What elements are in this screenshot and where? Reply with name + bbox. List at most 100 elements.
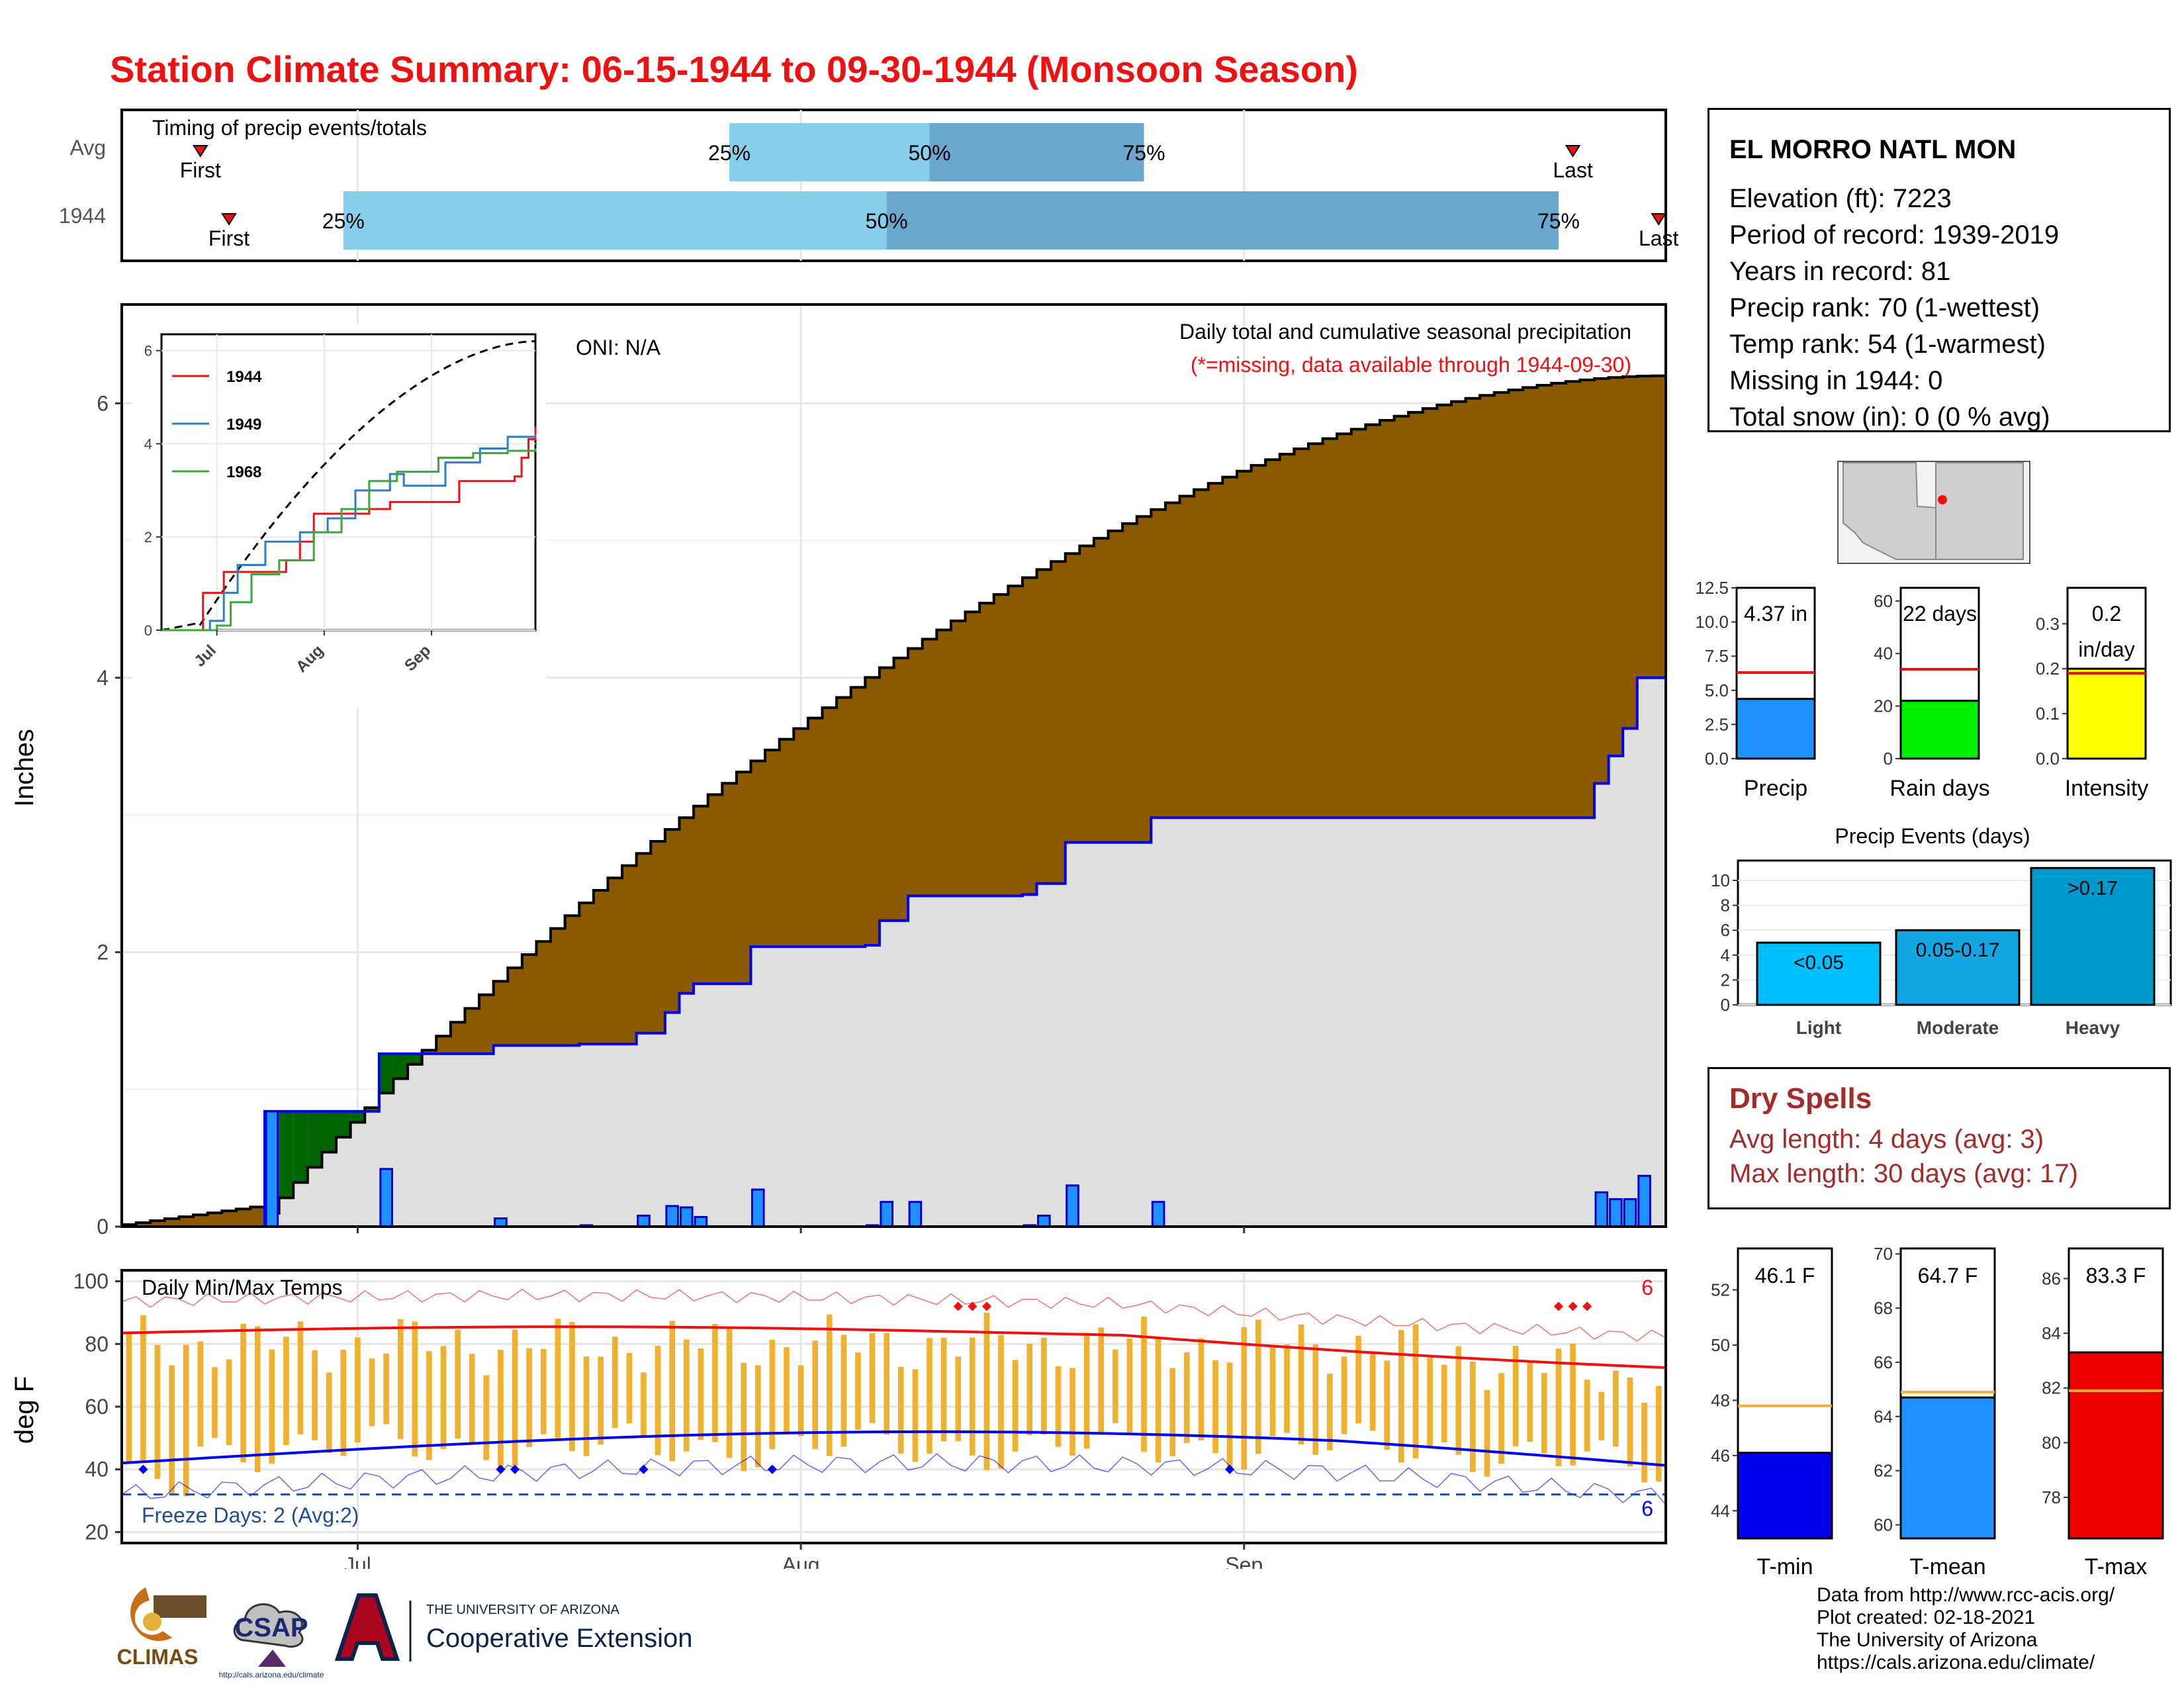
daily-temp-range-bar [927, 1338, 933, 1454]
below-average-area [765, 750, 780, 947]
precip-annotation-title: Daily total and cumulative seasonal prec… [1179, 320, 1631, 344]
precip-y-tick-label: 2 [97, 940, 109, 964]
below-average-area [651, 841, 666, 1033]
daily-temp-range-bar [498, 1349, 504, 1472]
below-average-area [1036, 569, 1052, 884]
observed-cumulative-fill [1236, 818, 1252, 1227]
daily-temp-range-bar [741, 1362, 747, 1472]
station-temp-rank: Temp rank: 54 (1-warmest) [1729, 330, 2046, 359]
daily-temp-range-bar [1155, 1339, 1161, 1463]
observed-cumulative-fill [450, 1053, 465, 1227]
daily-temp-range-bar [612, 1336, 618, 1429]
record-low-count: 6 [1641, 1497, 1653, 1521]
daily-temp-range-bar [126, 1331, 132, 1463]
daily-temp-range-bar [1241, 1327, 1248, 1470]
below-average-area [1065, 553, 1080, 843]
observed-cumulative-fill [879, 920, 894, 1227]
daily-temp-range-bar [540, 1348, 547, 1434]
inset-series-line [161, 448, 537, 632]
below-average-area [193, 1215, 208, 1227]
observed-cumulative-fill [765, 947, 780, 1227]
timing-first-label: First [180, 158, 221, 182]
temp-y-tick-label: 100 [73, 1270, 109, 1293]
below-average-area [1365, 424, 1381, 818]
daily-temp-range-bar [269, 1349, 275, 1464]
daily-precip-bar [694, 1215, 708, 1228]
daily-temp-range-bar [1613, 1370, 1619, 1447]
credit-url: https://cals.arizona.edu/climate/ [1817, 1652, 2095, 1673]
summary-bars: 4.37 in Precip 0.0 2.5 5.0 7.5 10.0 12.5 22 days… [1695, 578, 2148, 801]
observed-cumulative-fill [908, 896, 923, 1227]
observed-cumulative-fill [1036, 883, 1052, 1227]
temp-bar-value-label: 46.1 F [1755, 1264, 1815, 1288]
below-average-area [465, 1008, 480, 1054]
mini-bar-label: Precip [1744, 776, 1807, 801]
observed-cumulative-fill [707, 984, 723, 1227]
daily-temp-range-bar [197, 1341, 204, 1447]
daily-temp-range-bar [154, 1344, 161, 1479]
below-average-area [450, 1022, 465, 1054]
below-average-area [751, 761, 766, 947]
daily-temp-range-bar [1355, 1335, 1361, 1424]
observed-cumulative-fill [1379, 818, 1395, 1227]
record-min-line [121, 1453, 1666, 1505]
daily-temp-range-bar [940, 1338, 947, 1442]
daily-temp-range-bar [826, 1314, 833, 1456]
csap-url: http://cals.arizona.edu/climate [219, 1670, 324, 1679]
daily-temp-range-bar [1226, 1362, 1233, 1469]
temp-bar-tick-label: 84 [2042, 1323, 2061, 1343]
station-years: Years in record: 81 [1729, 257, 1951, 286]
csap-logo: CSAP http://cals.arizona.edu/climate [219, 1603, 324, 1679]
observed-cumulative-fill [565, 1045, 580, 1227]
observed-cumulative-fill [636, 1033, 651, 1227]
oni-label: ONI: N/A [576, 336, 661, 359]
below-average-area [436, 1036, 451, 1054]
below-average-area [1151, 509, 1166, 818]
timing-first-marker [221, 213, 237, 226]
station-details: Elevation (ft): 7223 Period of record: 1… [1729, 184, 2166, 436]
observed-cumulative-fill [350, 1111, 365, 1227]
temps-title: Daily Min/Max Temps [142, 1276, 342, 1299]
observed-cumulative-fill [1022, 894, 1038, 1227]
observed-cumulative-fill [936, 896, 952, 1227]
mini-bar-value [2066, 667, 2147, 760]
observed-cumulative-fill [1408, 818, 1424, 1227]
below-average-area [1122, 523, 1138, 843]
below-average-area [1179, 496, 1195, 818]
observed-cumulative-fill [608, 1044, 623, 1227]
daily-temp-range-bar [483, 1375, 490, 1460]
observed-cumulative-fill [1494, 818, 1509, 1227]
observed-cumulative-fill [1079, 842, 1095, 1227]
observed-cumulative-fill [1165, 818, 1181, 1227]
below-average-area [779, 739, 794, 947]
daily-temp-range-bar [812, 1340, 819, 1450]
daily-temp-range-bar [869, 1333, 876, 1423]
timing-pct-label: 75% [1123, 141, 1165, 165]
below-average-area [865, 677, 880, 946]
temp-bar-value [1899, 1396, 1996, 1540]
below-average-area [1651, 375, 1666, 678]
daily-temp-range-bar [1527, 1360, 1533, 1442]
credit-plot-date: Plot created: 02-18-2021 [1817, 1607, 2036, 1628]
temp-bar-tick-label: 82 [2042, 1378, 2061, 1398]
below-average-area [1394, 416, 1409, 818]
events-category-label: Heavy [2066, 1017, 2120, 1038]
daily-temp-range-bar [797, 1365, 804, 1436]
daily-temp-range-bar [912, 1369, 919, 1462]
observed-cumulative-fill [1222, 818, 1238, 1227]
daily-temp-range-bar [1069, 1368, 1075, 1456]
precip-events-chart: Precip Events (days) 0 2 4 6 8 10 <0.05 Light 0.… [1711, 824, 2172, 1038]
observed-cumulative-fill [1537, 818, 1552, 1227]
observed-cumulative-fill [1451, 818, 1467, 1227]
below-average-area [1079, 545, 1095, 843]
below-average-area [222, 1211, 237, 1227]
precip-annotation-missing: (*=missing, data available through 1944-… [1191, 353, 1631, 377]
below-average-area [664, 829, 680, 1013]
mini-bar-label: Rain days [1889, 776, 1989, 801]
below-average-area [164, 1219, 179, 1227]
below-average-area [1508, 389, 1524, 818]
below-average-area [694, 806, 709, 984]
daily-precip-bar [665, 1205, 679, 1228]
timing-first-label: First [208, 226, 250, 250]
mini-bar-tick-label: 2.5 [1705, 714, 1729, 734]
